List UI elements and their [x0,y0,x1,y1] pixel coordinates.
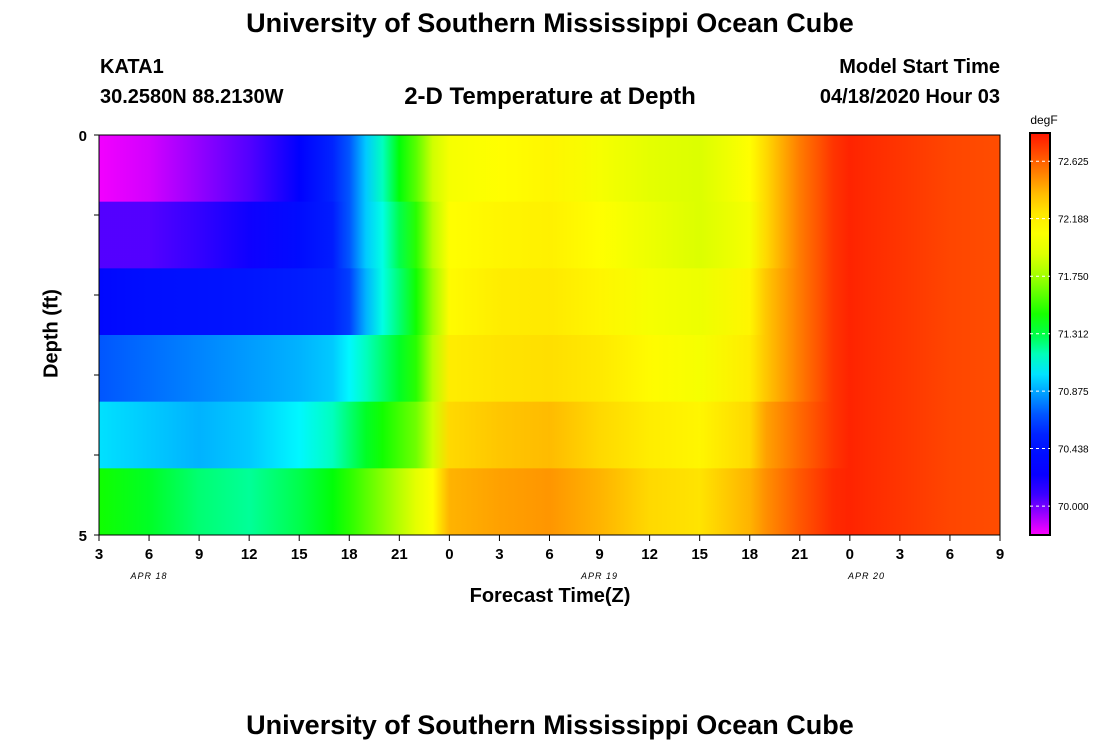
heatmap-row-5 [99,468,1000,536]
x-axis-label: Forecast Time(Z) [469,585,631,607]
y-tick-label: 5 [79,528,87,545]
colorbar-tick-label: 72.188 [1058,215,1089,226]
x-tick-label: 3 [495,546,503,563]
date-label: APR 18 [130,571,168,581]
model-start-time: 04/18/2020 Hour 03 [819,86,1000,108]
plot-axes: 3 6 9 12 15 18 21 0 3 6 9 12 15 18 21 0 3 6 9 APR 18 APR 19 A… [79,128,1005,581]
x-tick-label: 6 [145,546,153,563]
model-start-label: Model Start Time [839,56,1000,78]
x-tick-label: 15 [691,546,708,563]
station-coordinates: 30.2580N 88.2130W [100,86,284,108]
x-tick-label: 6 [946,546,954,563]
x-tick-label: 9 [195,546,203,563]
heatmap-rows [99,135,1000,536]
colorbar-tick-label: 71.312 [1058,330,1089,341]
x-tick-label: 0 [846,546,854,563]
plot-title: 2-D Temperature at Depth [404,83,696,110]
colorbar: degF 72.625 72.188 71.750 71.312 70.875 70.438… [1029,113,1089,536]
x-tick-label: 21 [391,546,408,563]
x-tick-label: 12 [641,546,658,563]
chart-title-top: University of Southern Mississippi Ocean… [246,8,854,38]
x-tick-label: 18 [341,546,358,563]
colorbar-tick-label: 72.625 [1058,157,1089,168]
x-tick-label: 3 [896,546,904,563]
colorbar-unit: degF [1030,113,1057,127]
x-tick-label: 9 [996,546,1004,563]
heatmap-row-2 [99,268,1000,336]
station-id: KATA1 [100,56,164,78]
colorbar-tick-label: 70.000 [1058,502,1089,513]
x-tick-label: 0 [445,546,453,563]
date-label: APR 19 [580,571,618,581]
x-tick-label: 3 [95,546,103,563]
heatmap-row-3 [99,335,1000,403]
heatmap-row-0 [99,135,1000,203]
colorbar-tick-label: 70.438 [1058,445,1089,456]
colorbar-tick-label: 71.750 [1058,272,1089,283]
x-tick-label: 21 [791,546,808,563]
y-tick-label: 0 [79,128,87,145]
date-label: APR 20 [847,571,885,581]
x-tick-label: 6 [545,546,553,563]
chart-title-bottom: University of Southern Mississippi Ocean… [246,710,854,740]
x-tick-label: 18 [741,546,758,563]
colorbar-tick-label: 70.875 [1058,387,1089,398]
heatmap-row-1 [99,201,1000,269]
x-tick-label: 15 [291,546,308,563]
heatmap-row-4 [99,401,1000,469]
x-tick-label: 12 [241,546,258,563]
x-tick-label: 9 [595,546,603,563]
